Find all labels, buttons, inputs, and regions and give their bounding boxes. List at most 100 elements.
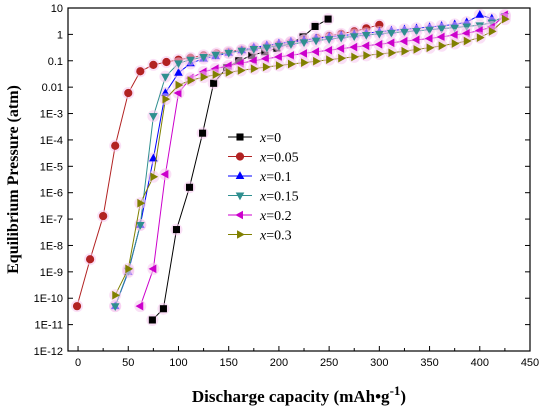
data-point [85, 255, 95, 264]
data-point [125, 264, 134, 274]
data-point [225, 68, 234, 77]
y-tick-label: 1E-5 [40, 161, 63, 173]
data-point [187, 76, 196, 85]
data-point [150, 172, 159, 182]
data-point [200, 72, 209, 82]
y-tick-label: 1E-10 [34, 293, 63, 305]
data-point [462, 23, 472, 32]
data-point [162, 94, 171, 104]
data-point [199, 129, 207, 137]
data-point [261, 54, 269, 63]
y-tick-label: 1E-9 [40, 267, 63, 279]
plot-frame [67, 7, 531, 352]
data-point [262, 44, 272, 53]
x-axis: 0 50 100 150 200 250 300 350 400 450 [75, 346, 539, 369]
data-point [137, 198, 146, 208]
y-tick-label: 1E-12 [34, 346, 63, 358]
y-tick-label: 1E-3 [40, 109, 63, 121]
data-point [313, 56, 321, 66]
data-point [112, 290, 121, 300]
x-axis-title: Discharge capacity (mAh•g-1) [192, 383, 406, 406]
legend-label: x=0.05 [259, 151, 299, 166]
series-3 [109, 9, 511, 313]
data-point [449, 30, 458, 40]
data-point [324, 45, 333, 55]
data-point [401, 46, 410, 56]
legend-marker [236, 133, 244, 141]
legend-label: x=0 [259, 131, 281, 146]
data-point [438, 41, 447, 51]
data-point [288, 59, 296, 69]
legend-label: x=0.3 [259, 229, 292, 244]
legend-marker [235, 210, 243, 220]
data-point [111, 141, 120, 150]
data-point [249, 56, 257, 66]
data-point [162, 57, 171, 67]
x-tick-label: 200 [270, 357, 288, 369]
data-point [237, 66, 246, 75]
data-point [501, 14, 510, 24]
data-point [326, 55, 334, 64]
data-point [376, 49, 385, 59]
x-tick-label: 50 [122, 357, 134, 369]
data-point [351, 52, 360, 62]
data-point [148, 264, 157, 274]
data-point [249, 46, 259, 54]
data-point [388, 48, 397, 58]
x-tick-label: 350 [420, 357, 438, 369]
x-tick-label: 150 [220, 357, 238, 369]
data-point [160, 169, 169, 179]
y-tick-label: 0.01 [42, 82, 63, 94]
data-point [386, 38, 395, 48]
data-point [159, 305, 167, 313]
legend: x=0 x=0.05 x=0.1 x=0.15 x=0.2 x=0.3 [228, 131, 299, 244]
y-tick-label: 10 [51, 3, 63, 15]
data-point [286, 51, 294, 60]
data-point [136, 67, 145, 76]
data-point [311, 37, 321, 46]
data-point [199, 53, 208, 62]
y-tick-label: 1E-11 [34, 320, 63, 332]
data-point [301, 58, 309, 67]
data-point [299, 39, 309, 48]
data-point [136, 221, 145, 230]
data-point [311, 47, 320, 57]
series-layer [71, 8, 511, 326]
legend-marker [235, 192, 245, 201]
data-point [413, 45, 422, 54]
data-point [349, 42, 358, 52]
y-tick-label: 1E-8 [40, 240, 63, 252]
data-point [149, 153, 158, 162]
data-point [186, 56, 195, 65]
data-point [173, 88, 182, 98]
legend-marker [237, 230, 245, 239]
data-point [286, 41, 296, 49]
data-point [400, 28, 409, 37]
data-point [437, 25, 446, 34]
data-point [274, 52, 282, 62]
data-point [110, 303, 120, 311]
legend-marker [235, 171, 245, 179]
x-tick-label: 400 [471, 357, 489, 369]
y-tick-label: 1E-6 [40, 188, 63, 200]
data-point [149, 60, 158, 69]
y-axis: 10 1 0.1 0.01 1E-3 1E-4 1E-5 1E-6 1E-7 1E-8 1E-9 1E… [34, 3, 530, 358]
data-point [338, 53, 346, 63]
data-point [450, 24, 459, 33]
data-point [361, 32, 371, 40]
data-point [426, 43, 435, 53]
data-point [488, 27, 497, 36]
y-tick-label: 1E-4 [40, 135, 63, 147]
series-5 [109, 13, 511, 302]
data-point [324, 15, 332, 23]
y-tick-label: 1 [57, 29, 63, 41]
data-point [174, 68, 183, 76]
x-tick-label: 0 [75, 357, 81, 369]
data-point [299, 49, 307, 58]
x-tick-label: 300 [370, 357, 388, 369]
legend-label: x=0.15 [259, 190, 299, 205]
y-tick-label: 0.1 [48, 56, 63, 68]
data-point [99, 211, 108, 221]
data-point [274, 42, 284, 51]
data-point [399, 36, 408, 46]
